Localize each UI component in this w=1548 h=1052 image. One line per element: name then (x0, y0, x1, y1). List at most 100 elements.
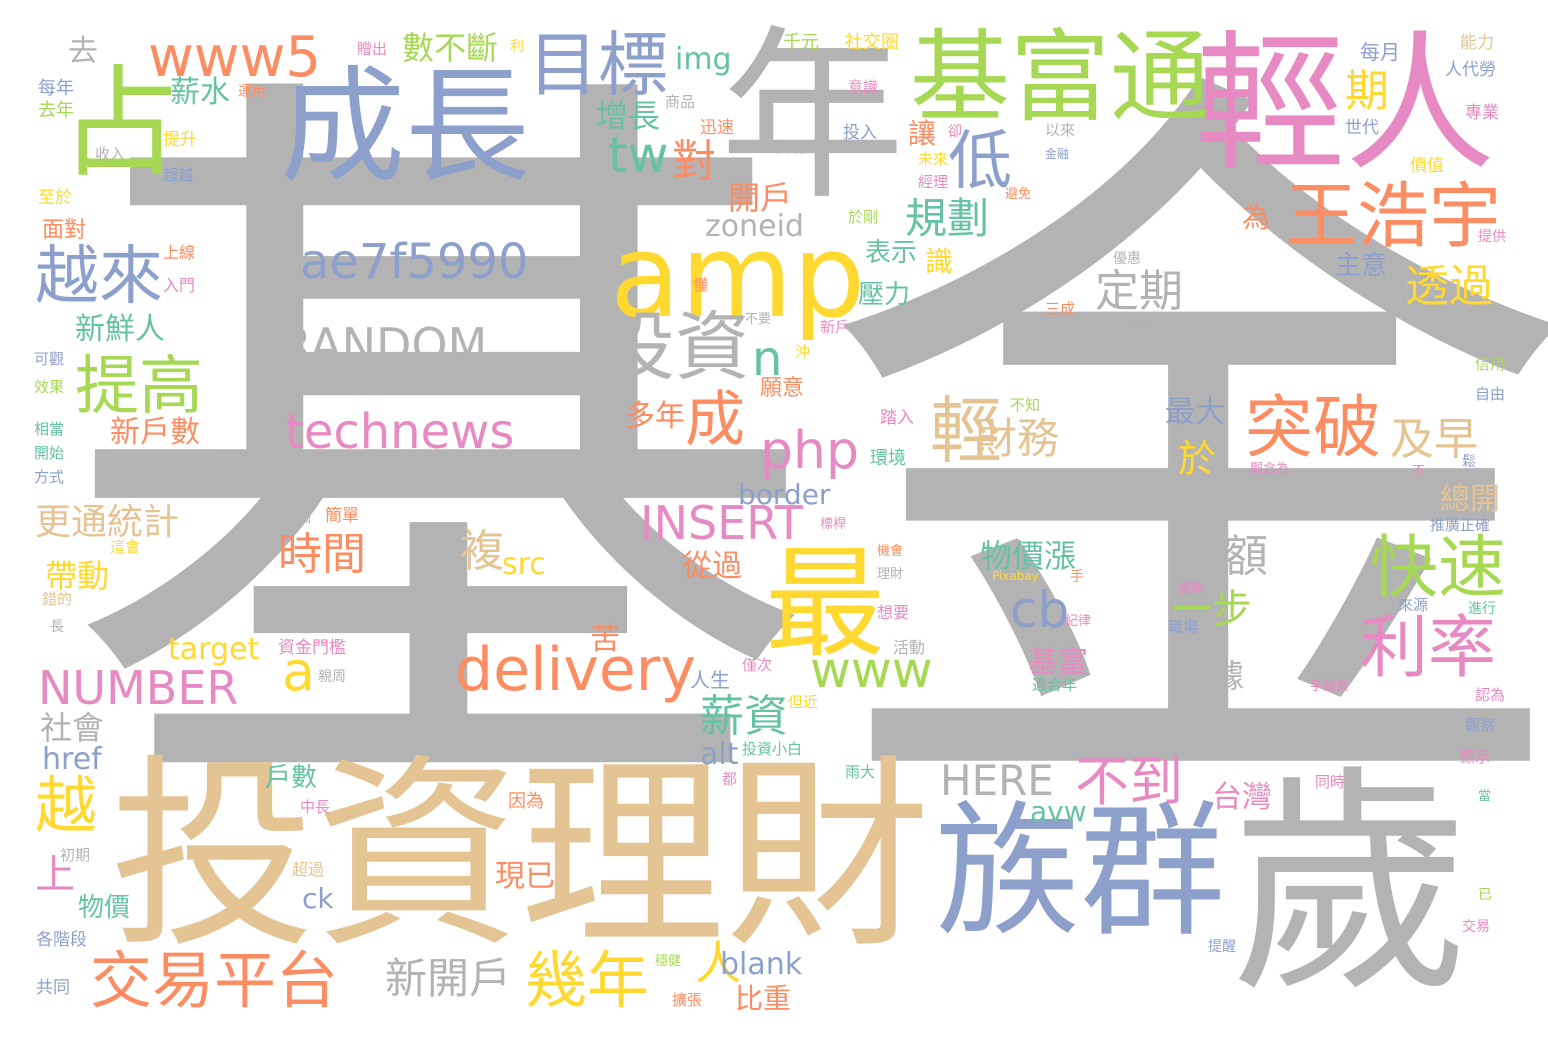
cloud-word: 同時 (1315, 773, 1346, 791)
cloud-word: 觀念為 (1250, 462, 1290, 477)
cloud-word: 運用 (238, 84, 266, 100)
cloud-word: 首圖 (285, 511, 312, 526)
cloud-word: 紀律 (1065, 614, 1092, 629)
cloud-word: 透過 (1405, 261, 1493, 312)
cloud-word: 更通統計 (35, 502, 180, 543)
cloud-word: 物價 (78, 893, 131, 923)
cloud-word: 複 (460, 526, 504, 577)
cloud-word: 上 (35, 852, 75, 898)
cloud-word: 社會 (40, 709, 105, 747)
cloud-word: 至於 (38, 188, 72, 208)
cloud-word: 鬆 (1462, 454, 1476, 470)
cloud-word: 帶動 (45, 557, 110, 595)
cloud-word: 穩健 (655, 954, 682, 969)
cloud-word: 年 (720, 9, 905, 225)
cloud-word: 價值 (1410, 156, 1444, 176)
cloud-word: 環境 (870, 448, 906, 469)
cloud-word: 超過 (292, 860, 325, 879)
cloud-word: INSERT (640, 496, 803, 550)
cloud-word: RANDOM (280, 318, 488, 372)
cloud-word: 優惠 (1113, 251, 1141, 267)
cloud-word: 懂 (693, 276, 709, 294)
cloud-word: 投入 (843, 123, 877, 143)
cloud-word: 不到 (1075, 750, 1183, 813)
cloud-word: 苦 (590, 622, 620, 657)
cloud-word: 職場 (1168, 618, 1199, 636)
cloud-word: 手 (1070, 569, 1084, 585)
cloud-word: 迅速 (700, 118, 734, 138)
cloud-word: 利 (510, 39, 524, 55)
cloud-word: www5 (148, 25, 322, 90)
cloud-word: 金融 (1045, 147, 1070, 161)
cloud-word: 人代勞 (1445, 60, 1496, 80)
cloud-word: 當 (1478, 789, 1492, 804)
cloud-word: href (42, 742, 102, 777)
cloud-word: 碰觸 (1128, 317, 1155, 332)
cloud-word: alt (700, 737, 739, 772)
cloud-word: 入門 (163, 276, 196, 295)
cloud-word: 不 (1412, 464, 1426, 479)
cloud-word: 提醒 (1208, 939, 1236, 955)
cloud-word: 優勢 (1178, 582, 1205, 597)
cloud-word: 新開戶 (385, 954, 512, 1003)
cloud-word: 自我 (1208, 316, 1239, 334)
cloud-word: 越來 (35, 240, 163, 314)
cloud-word: border (738, 478, 831, 511)
cloud-word: 願意 (760, 376, 805, 401)
cloud-word: Pixabay (992, 569, 1039, 583)
cloud-word: 輕 (930, 389, 1003, 473)
cloud-word: 親周 (318, 669, 346, 685)
cloud-word: 為 (1242, 201, 1271, 234)
cloud-word: tw (608, 126, 669, 184)
cloud-word: 幾年 (525, 944, 650, 1017)
cloud-word: 台灣 (1212, 780, 1272, 815)
cloud-word: 觀察 (1465, 716, 1496, 734)
cloud-word: 新戶數 (110, 415, 200, 450)
cloud-word: NUMBER (38, 661, 239, 715)
cloud-word: 輕人 (1195, 18, 1496, 192)
cloud-word: 快速 (1370, 529, 1507, 608)
cloud-word: 利率 (1360, 609, 1497, 688)
cloud-word: 這會 (110, 538, 141, 556)
cloud-word: 面對 (42, 218, 87, 243)
cloud-word: 數不斷 (402, 29, 499, 67)
cloud-word: 總經理 (1418, 313, 1469, 333)
cloud-word: 方式 (34, 468, 65, 486)
cloud-word: avw (1030, 795, 1087, 828)
cloud-word: 專業 (1465, 103, 1499, 123)
cloud-word: 初期 (60, 846, 91, 864)
cloud-word: 比重 (735, 982, 792, 1015)
cloud-word: 投資小白 (742, 740, 803, 758)
cloud-word: 規劃 (905, 194, 990, 243)
cloud-word: 避免 (1005, 187, 1032, 202)
cloud-word: 未來 (918, 150, 949, 168)
cloud-word: 讓 (908, 117, 937, 150)
cloud-word: 長 (50, 619, 64, 635)
cloud-word: 戶數 (265, 763, 318, 793)
cloud-word: 最大 (1165, 395, 1225, 430)
cloud-word: 從過 (682, 549, 742, 584)
cloud-word: 多年 (625, 399, 685, 434)
cloud-word: php (760, 421, 859, 481)
cloud-word: 每月 (1360, 40, 1400, 64)
cloud-word: 手續費 (1310, 679, 1350, 694)
cloud-word: 可觀 (34, 350, 65, 368)
cloud-word: 王浩宇 (1285, 174, 1502, 258)
cloud-word: 對 (672, 136, 716, 187)
cloud-word: 新鮮人 (75, 312, 165, 347)
cloud-word: 擴張 (672, 991, 703, 1009)
cloud-word: 已 (1478, 887, 1492, 903)
cloud-word: 總開 (1440, 482, 1500, 517)
cloud-word: 於剛 (848, 208, 879, 226)
cloud-word: www (810, 641, 933, 699)
cloud-word: 錯的 (42, 590, 73, 608)
cloud-word: 商品 (665, 93, 696, 111)
cloud-word: a (282, 640, 316, 703)
cloud-word: 理財 (877, 567, 904, 582)
cloud-word: 意識 (848, 78, 879, 96)
cloud-word: 增長 (596, 97, 661, 135)
cloud-word: 薪水 (170, 75, 230, 110)
cloud-word: 人 (695, 936, 741, 990)
cloud-word: ae7f5990 (300, 234, 529, 290)
